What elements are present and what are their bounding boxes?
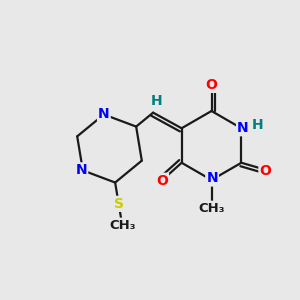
Text: CH₃: CH₃: [198, 202, 225, 215]
Text: N: N: [76, 164, 87, 177]
Text: O: O: [260, 164, 271, 178]
Text: H: H: [150, 94, 162, 108]
Text: CH₃: CH₃: [109, 219, 136, 232]
Text: N: N: [237, 121, 249, 135]
Text: N: N: [206, 172, 218, 185]
Text: O: O: [156, 174, 168, 188]
Text: H: H: [252, 118, 264, 132]
Text: O: O: [206, 78, 218, 92]
Text: S: S: [114, 197, 124, 211]
Text: N: N: [98, 107, 110, 122]
